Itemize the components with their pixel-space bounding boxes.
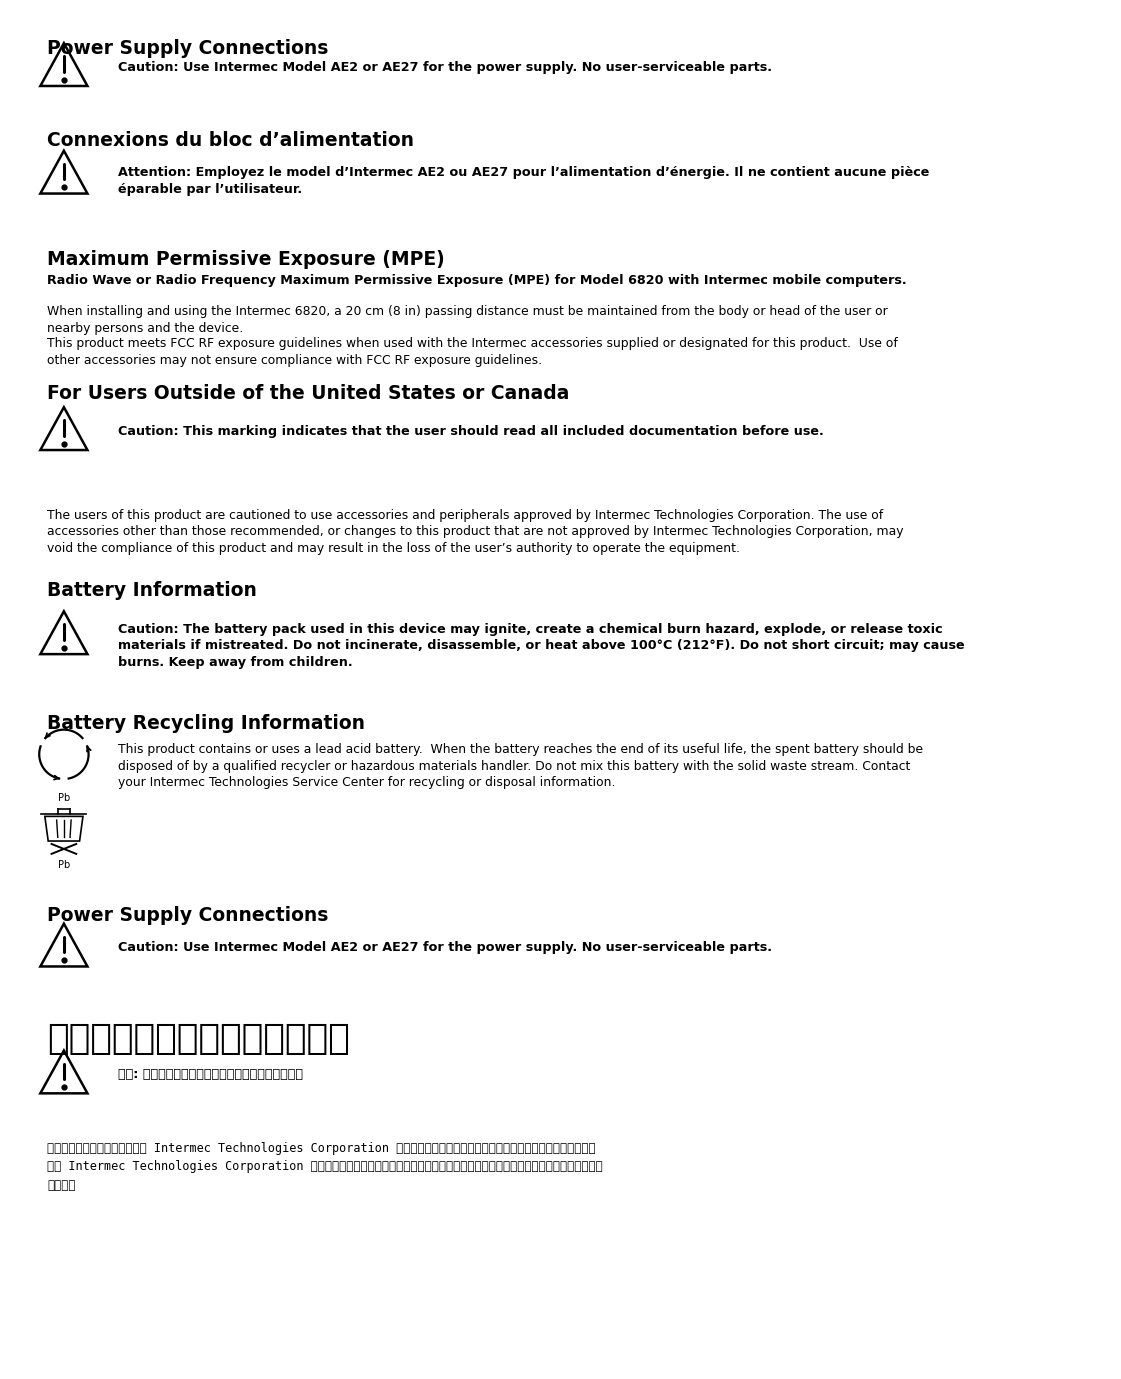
Text: Caution: The battery pack used in this device may ignite, create a chemical burn: Caution: The battery pack used in this d… — [118, 623, 964, 669]
Text: Caution: Use Intermec Model AE2 or AE27 for the power supply. No user-serviceabl: Caution: Use Intermec Model AE2 or AE27 … — [118, 61, 771, 74]
Text: For Users Outside of the United States or Canada: For Users Outside of the United States o… — [47, 383, 569, 403]
Text: 警告: 该标志表明用户在使用前应阅读所有随附文档。: 警告: 该标志表明用户在使用前应阅读所有随附文档。 — [118, 1067, 303, 1081]
Text: Power Supply Connections: Power Supply Connections — [47, 39, 328, 58]
Text: 供美国和加拿大以外的用户使用: 供美国和加拿大以外的用户使用 — [47, 1022, 350, 1056]
Text: The users of this product are cautioned to use accessories and peripherals appro: The users of this product are cautioned … — [47, 509, 904, 554]
Text: Power Supply Connections: Power Supply Connections — [47, 906, 328, 925]
Text: Caution: This marking indicates that the user should read all included documenta: Caution: This marking indicates that the… — [118, 425, 824, 437]
Text: 敬告本产品的用户，请务必使用 Intermec Technologies Corporation 许可的附件和外围设备。如果使用推荐附件之外的其它附件，或
未经: 敬告本产品的用户，请务必使用 Intermec Technologies Cor… — [47, 1142, 603, 1191]
Text: Battery Information: Battery Information — [47, 582, 257, 600]
Text: Attention: Employez le model d’Intermec AE2 ou AE27 pour l’alimentation d’énergi: Attention: Employez le model d’Intermec … — [118, 165, 929, 196]
Text: This product meets FCC RF exposure guidelines when used with the Intermec access: This product meets FCC RF exposure guide… — [47, 338, 898, 367]
Text: Pb: Pb — [58, 793, 70, 803]
Text: This product contains or uses a lead acid battery.  When the battery reaches the: This product contains or uses a lead aci… — [118, 743, 923, 789]
Text: Battery Recycling Information: Battery Recycling Information — [47, 714, 365, 734]
Text: Connexions du bloc d’alimentation: Connexions du bloc d’alimentation — [47, 131, 414, 150]
Text: When installing and using the Intermec 6820, a 20 cm (8 in) passing distance mus: When installing and using the Intermec 6… — [47, 305, 888, 335]
Text: Caution: Use Intermec Model AE2 or AE27 for the power supply. No user-serviceabl: Caution: Use Intermec Model AE2 or AE27 … — [118, 940, 771, 954]
Text: Maximum Permissive Exposure (MPE): Maximum Permissive Exposure (MPE) — [47, 250, 445, 269]
Text: Radio Wave or Radio Frequency Maximum Permissive Exposure (MPE) for Model 6820 w: Radio Wave or Radio Frequency Maximum Pe… — [47, 274, 907, 287]
Text: Pb: Pb — [58, 859, 70, 870]
